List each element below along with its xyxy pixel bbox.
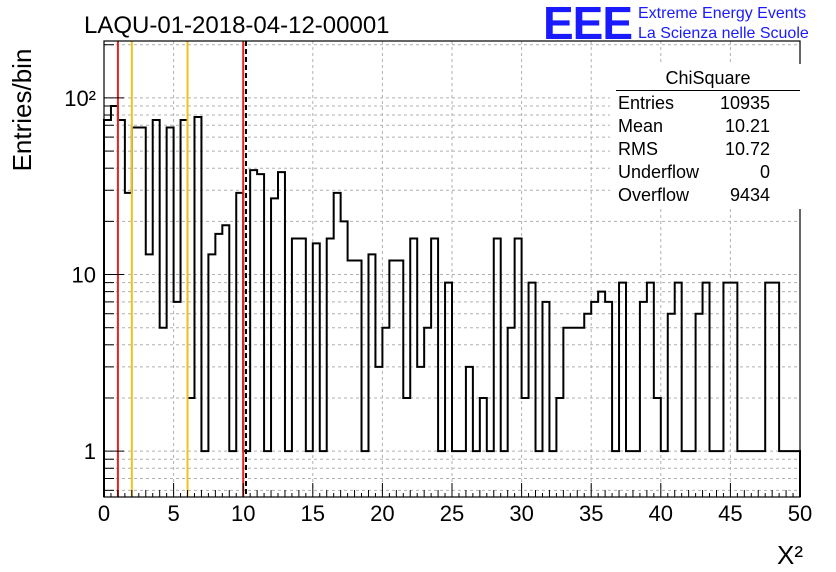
y-axis-label: Entries/bin	[7, 49, 37, 172]
histogram	[103, 104, 801, 497]
stats-label: Mean	[618, 116, 664, 136]
stats-label: Underflow	[618, 162, 700, 182]
threshold-lines	[116, 41, 247, 497]
x-tick-label: 50	[788, 501, 812, 526]
stats-label: RMS	[618, 139, 658, 159]
y-tick-label: 10	[72, 263, 96, 288]
x-tick-label: 25	[440, 501, 464, 526]
stats-row-rms: RMS 10.72	[618, 139, 770, 161]
x-tick-label: 30	[509, 501, 533, 526]
eee-logo-mark: EEE	[543, 0, 633, 49]
logo-line-2: La Scienza nelle Scuole	[638, 25, 809, 42]
x-tick-label: 20	[370, 501, 394, 526]
stats-value: 10.21	[724, 116, 770, 136]
stats-label: Entries	[618, 93, 675, 113]
stats-label: Overflow	[618, 185, 690, 205]
stats-divider	[616, 90, 800, 91]
x-tick-label: 10	[231, 501, 255, 526]
x-tick-label: 5	[167, 501, 179, 526]
stats-box: ChiSquare Entries 10935 Mean 10.21 RMS 1…	[610, 64, 806, 209]
x-tick-label: 0	[98, 501, 110, 526]
x-tick-label: 45	[718, 501, 742, 526]
y-tick-label: 1	[84, 439, 96, 464]
logo-line-1: Extreme Energy Events	[638, 5, 807, 22]
x-axis-label: X²	[777, 540, 803, 570]
x-tick-label: 40	[649, 501, 673, 526]
histogram-outline	[103, 104, 801, 497]
stats-row-underflow: Underflow 0	[618, 162, 770, 184]
y-tick-label: 10²	[64, 86, 96, 111]
stats-row-mean: Mean 10.21	[618, 116, 770, 138]
stats-row-overflow: Overflow 9434	[618, 185, 770, 207]
stats-value: 0	[759, 162, 770, 182]
stats-value: 10935	[719, 93, 770, 113]
stats-title: ChiSquare	[665, 68, 751, 88]
x-tick-label: 35	[579, 501, 603, 526]
stats-row-entries: Entries 10935	[618, 93, 770, 115]
stats-value: 10.72	[724, 139, 770, 159]
chart-title: LAQU-01-2018-04-12-00001	[84, 12, 390, 39]
axes: 0 5 10 15 20 25 30 35 40 45 50 1 10 10²	[64, 44, 812, 526]
stats-value: 9434	[729, 185, 770, 205]
x-tick-label: 15	[301, 501, 325, 526]
